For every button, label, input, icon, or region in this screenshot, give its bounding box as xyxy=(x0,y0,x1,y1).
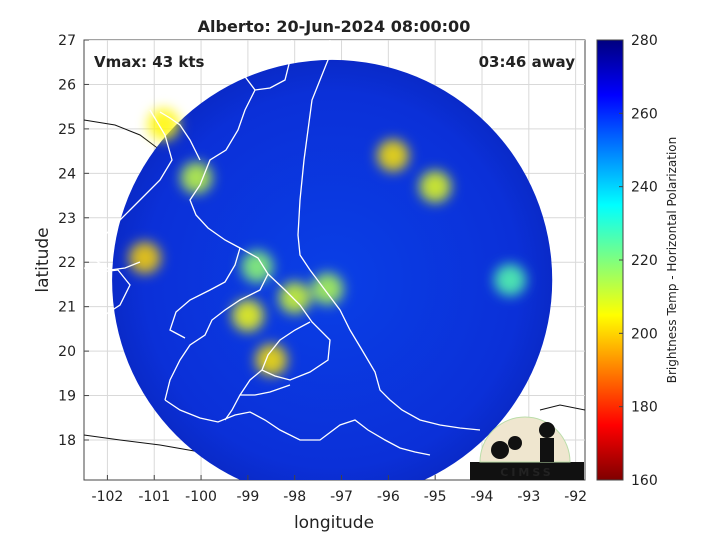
colorbar-tick-label: 180 xyxy=(631,400,658,416)
x-tick-label: -100 xyxy=(185,489,217,505)
y-tick-label: 18 xyxy=(58,433,76,449)
warm-spot xyxy=(419,170,452,203)
swath-disc xyxy=(112,60,553,480)
colorbar-tick-label: 280 xyxy=(631,33,658,49)
colorbar-tick-label: 200 xyxy=(631,326,658,342)
colorbar xyxy=(596,39,624,481)
y-tick-labels: 18 19 20 21 22 23 24 25 26 27 xyxy=(58,33,89,449)
warm-spot xyxy=(278,281,311,314)
y-tick-label: 27 xyxy=(58,33,76,49)
chart-title: Alberto: 20-Jun-2024 08:00:00 xyxy=(198,17,471,36)
x-tick-label: -102 xyxy=(92,489,124,505)
y-tick-label: 21 xyxy=(58,300,76,316)
colorbar-ticks: 160 180 200 220 240 260 280 xyxy=(619,33,658,489)
colorbar-tick-label: 260 xyxy=(631,106,658,122)
y-axis-label: latitude xyxy=(33,227,53,292)
x-tick-label: -94 xyxy=(471,489,494,505)
x-tick-label: -101 xyxy=(138,489,170,505)
y-tick-label: 23 xyxy=(58,211,76,227)
warm-spot xyxy=(311,272,344,305)
y-tick-label: 22 xyxy=(58,255,76,271)
x-tick-labels: -102 -101 -100 -99 -98 -97 -96 -95 -94 -93 -92 xyxy=(92,475,587,505)
colorbar-tick-label: 220 xyxy=(631,253,658,269)
vmax-annotation: Vmax: 43 kts xyxy=(94,53,204,71)
x-axis-label: longitude xyxy=(294,513,374,533)
cimss-logo-text: CIMSS xyxy=(500,466,553,479)
colorbar-label: Brightness Temp - Horizontal Polarizatio… xyxy=(665,137,679,384)
warm-spot xyxy=(147,108,180,141)
x-tick-label: -96 xyxy=(377,489,400,505)
y-tick-label: 25 xyxy=(58,122,76,138)
y-tick-label: 24 xyxy=(58,166,76,182)
x-tick-label: -93 xyxy=(517,489,540,505)
x-tick-label: -97 xyxy=(330,489,353,505)
x-tick-label: -99 xyxy=(236,489,259,505)
x-tick-label: -92 xyxy=(564,489,587,505)
y-tick-label: 26 xyxy=(58,77,76,93)
time-away-annotation: 03:46 away xyxy=(479,53,576,71)
y-tick-label: 20 xyxy=(58,344,76,360)
warm-spot xyxy=(231,299,264,332)
cimss-logo: CIMSS xyxy=(470,416,584,480)
borders xyxy=(84,40,481,456)
colorbar-tick-label: 160 xyxy=(631,473,658,489)
warm-spot xyxy=(241,250,274,283)
x-tick-label: -98 xyxy=(283,489,306,505)
warm-spot xyxy=(494,264,527,296)
warm-spot xyxy=(377,139,410,172)
warm-spot xyxy=(180,161,213,194)
y-tick-label: 19 xyxy=(58,389,76,405)
warm-spot xyxy=(128,241,161,274)
x-tick-label: -95 xyxy=(424,489,447,505)
colorbar-tick-label: 240 xyxy=(631,180,658,196)
